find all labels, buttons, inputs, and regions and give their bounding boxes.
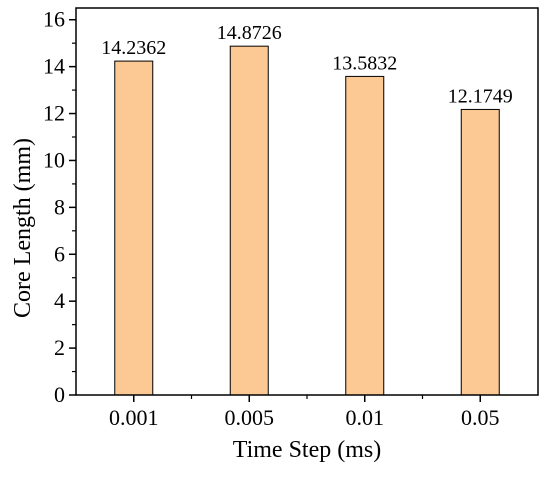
y-tick-label: 0 xyxy=(54,382,65,407)
data-label-0.01: 13.5832 xyxy=(332,52,397,74)
x-axis-title: Time Step (ms) xyxy=(233,437,381,463)
axes-layer: 0 2 4 6 8 10 12 14 16 0.001 0.005 0.01 0.05 xyxy=(43,7,539,430)
data-label-0.05: 12.1749 xyxy=(448,85,513,107)
y-tick-label: 4 xyxy=(54,288,65,313)
y-tick-label: 8 xyxy=(54,194,65,219)
data-label-0.005: 14.8726 xyxy=(217,22,282,44)
bar-0.001 xyxy=(114,60,154,396)
y-tick-label: 16 xyxy=(43,7,65,32)
bar-0.05 xyxy=(460,108,500,396)
y-tick-label: 2 xyxy=(54,335,65,360)
bars-layer xyxy=(114,45,500,396)
data-label-0.001: 14.2362 xyxy=(101,37,166,59)
y-axis-title: Core Length (mm) xyxy=(10,138,36,318)
bar-0.005 xyxy=(229,45,269,396)
x-tick-label-0.005: 0.005 xyxy=(225,405,275,430)
y-tick-label: 14 xyxy=(43,54,65,79)
x-tick-label-0.01: 0.01 xyxy=(346,405,385,430)
data-labels-layer: 14.2362 14.8726 13.5832 12.1749 xyxy=(101,22,513,107)
x-tick-label-0.001: 0.001 xyxy=(109,405,159,430)
y-tick-label: 6 xyxy=(54,241,65,266)
y-tick-label: 12 xyxy=(43,101,65,126)
y-tick-label: 10 xyxy=(43,147,65,172)
bar-0.01 xyxy=(345,75,385,396)
x-tick-label-0.05: 0.05 xyxy=(461,405,500,430)
